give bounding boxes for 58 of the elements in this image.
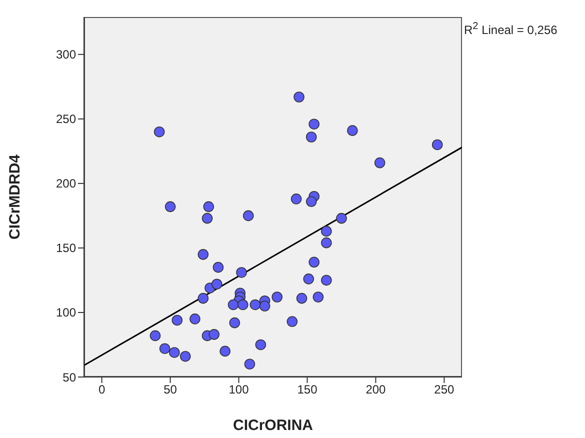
point	[290, 194, 302, 204]
y-tick-label: 300	[56, 48, 76, 62]
point	[250, 299, 261, 310]
point	[308, 256, 320, 268]
point	[211, 278, 222, 290]
x-tick-label: 150	[297, 382, 318, 397]
point	[432, 139, 443, 150]
point	[198, 249, 209, 260]
point	[272, 292, 283, 302]
point	[202, 212, 213, 224]
point	[306, 196, 317, 207]
x-tick-label: 100	[228, 382, 250, 397]
point	[321, 226, 332, 237]
point	[203, 201, 214, 212]
y-tick-label: 100	[56, 306, 76, 320]
point	[229, 317, 240, 328]
point	[242, 210, 254, 222]
x-tick-label: 0	[98, 382, 106, 397]
point	[212, 262, 224, 273]
point	[255, 339, 266, 350]
point	[347, 125, 358, 136]
point	[236, 267, 247, 278]
point	[208, 329, 220, 340]
y-axis-title: CICrMDRD4	[6, 154, 24, 240]
y-tick-label: 50	[62, 370, 76, 384]
point	[237, 299, 248, 310]
point	[296, 292, 308, 304]
y-tick-label: 200	[56, 176, 76, 191]
point	[321, 274, 332, 286]
point	[306, 132, 317, 142]
text: R$^{2}$ Lineal = 0,256	[464, 21, 558, 37]
point	[374, 157, 386, 168]
point	[308, 118, 320, 130]
point	[168, 347, 180, 358]
point	[198, 292, 209, 304]
point	[303, 274, 314, 284]
point	[336, 212, 347, 224]
point	[190, 314, 200, 324]
point	[321, 237, 332, 248]
point	[172, 314, 183, 326]
x-axis-title: CICrORINA	[232, 417, 314, 434]
point	[244, 358, 256, 370]
x-tick-label: 250	[434, 382, 455, 397]
point	[180, 350, 191, 362]
point	[312, 292, 324, 302]
y-tick-label: 250	[56, 112, 76, 126]
point	[154, 126, 165, 138]
x-tick-label: 200	[366, 382, 386, 397]
point	[294, 92, 304, 102]
point	[164, 201, 176, 212]
y-tick-label: 150	[56, 241, 76, 256]
point	[286, 316, 298, 327]
x-tick-label: 50	[164, 382, 178, 397]
point	[259, 300, 270, 312]
point	[150, 330, 161, 342]
point	[220, 346, 230, 357]
point	[228, 299, 239, 310]
point	[159, 343, 170, 354]
